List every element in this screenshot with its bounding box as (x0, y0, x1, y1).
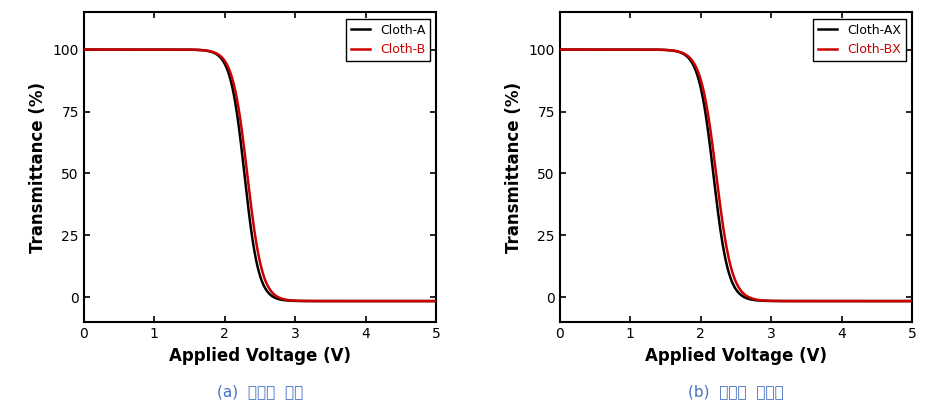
Cloth-A (142, 47, 154, 52)
Cloth-AX (618, 47, 629, 52)
Cloth-B (213, 52, 224, 57)
Cloth-B (431, 299, 442, 304)
Legend: Cloth-A, Cloth-B: Cloth-A, Cloth-B (346, 19, 430, 61)
Text: (b)  기모체  무처리: (b) 기모체 무처리 (688, 384, 784, 399)
X-axis label: Applied Voltage (V): Applied Voltage (V) (169, 347, 351, 365)
Line: Cloth-BX: Cloth-BX (560, 50, 912, 301)
Cloth-AX (689, 65, 700, 70)
Text: (a)  기모체  처리: (a) 기모체 처리 (217, 384, 304, 399)
Cloth-BX (784, 299, 795, 304)
Cloth-BX (618, 47, 629, 52)
Cloth-AX (817, 299, 829, 304)
Cloth-B (142, 47, 154, 52)
Cloth-AX (907, 299, 918, 304)
Cloth-BX (689, 62, 700, 66)
Cloth-A (213, 53, 224, 58)
Line: Cloth-B: Cloth-B (84, 50, 437, 301)
Cloth-AX (554, 47, 565, 52)
Cloth-A (78, 47, 89, 52)
Cloth-A (307, 299, 318, 304)
Line: Cloth-AX: Cloth-AX (560, 50, 912, 301)
Cloth-AX (784, 299, 795, 304)
Cloth-BX (765, 298, 776, 303)
Cloth-A (342, 299, 353, 304)
Cloth-A (431, 299, 442, 304)
Cloth-BX (817, 299, 829, 304)
Cloth-B (290, 298, 301, 303)
Cloth-B (368, 299, 379, 304)
Cloth-B (342, 299, 353, 304)
Y-axis label: Transmittance (%): Transmittance (%) (505, 82, 523, 253)
Cloth-BX (907, 299, 918, 304)
Y-axis label: Transmittance (%): Transmittance (%) (29, 82, 47, 253)
Legend: Cloth-AX, Cloth-BX: Cloth-AX, Cloth-BX (814, 19, 906, 61)
Cloth-AX (765, 299, 776, 304)
Cloth-AX (844, 299, 856, 304)
Cloth-A (290, 299, 301, 304)
Cloth-B (307, 299, 318, 304)
Line: Cloth-A: Cloth-A (84, 50, 437, 301)
X-axis label: Applied Voltage (V): Applied Voltage (V) (645, 347, 827, 365)
Cloth-B (78, 47, 89, 52)
Cloth-BX (554, 47, 565, 52)
Cloth-BX (844, 299, 856, 304)
Cloth-A (368, 299, 379, 304)
